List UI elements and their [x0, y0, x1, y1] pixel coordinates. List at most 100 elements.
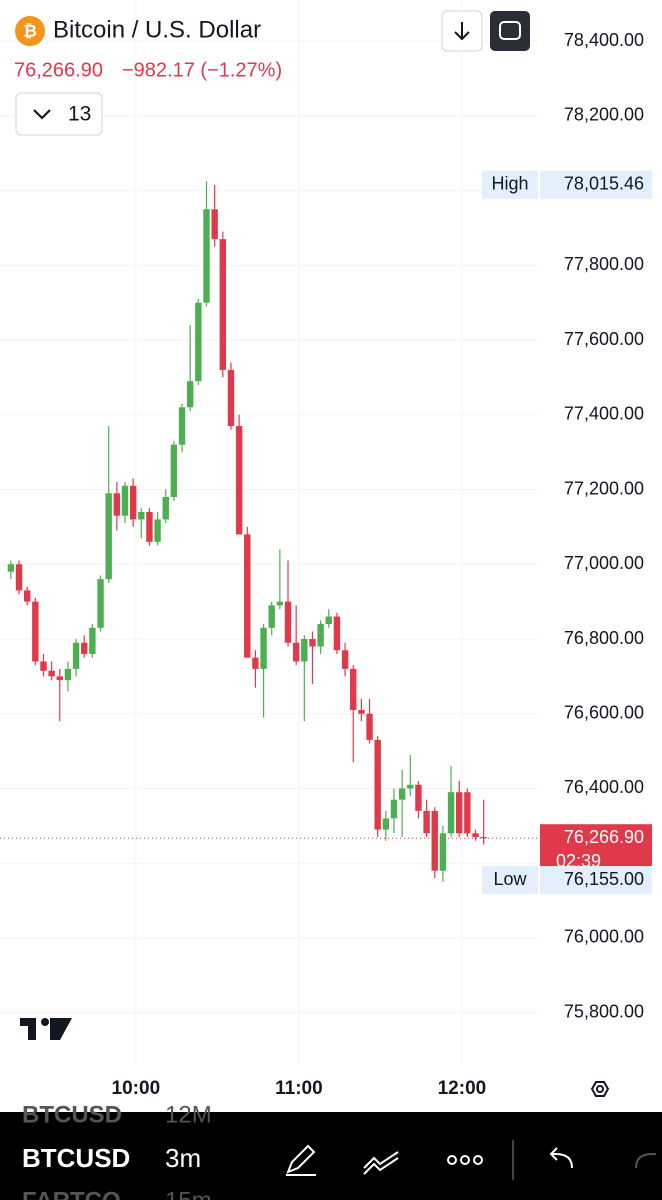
candle-body	[423, 810, 430, 834]
next-interval[interactable]: 15m	[165, 1187, 212, 1200]
download-icon	[454, 22, 470, 41]
fullscreen-button[interactable]	[490, 11, 530, 51]
candle-body	[64, 668, 72, 681]
candle-body	[138, 511, 145, 520]
candle-body	[227, 369, 235, 426]
last-price-label: 76,266.90	[564, 827, 644, 847]
prev-interval[interactable]: 12M	[165, 1101, 212, 1128]
settings-icon	[596, 1085, 604, 1093]
candle-body	[219, 239, 227, 370]
y-tick-label: 76,000.00	[564, 927, 644, 947]
candle-body	[154, 519, 161, 542]
marker-value: 76,155.00	[564, 869, 644, 889]
candle-body	[105, 493, 112, 580]
x-tick-label: 10:00	[112, 1078, 161, 1099]
fullscreen-icon	[499, 21, 521, 40]
candle-body	[260, 627, 267, 669]
candle-body	[187, 381, 194, 408]
logo-dot	[41, 1018, 49, 1026]
marker-label: High	[491, 174, 528, 194]
y-tick-label: 76,400.00	[564, 777, 644, 797]
draw-button[interactable]	[286, 1144, 316, 1176]
price: 76,266.90	[14, 59, 103, 81]
y-tick-label: 77,600.00	[564, 329, 644, 349]
more-button[interactable]	[447, 1155, 483, 1165]
candle-body	[7, 564, 15, 572]
candle-body	[439, 833, 447, 871]
redo-button[interactable]	[635, 1153, 656, 1169]
candle-body	[162, 497, 169, 520]
marker-tag	[482, 866, 652, 895]
candle-body	[40, 661, 47, 671]
candle-body	[56, 676, 63, 681]
candle-body	[89, 627, 96, 654]
y-tick-label: 77,200.00	[564, 478, 644, 498]
candle-body	[415, 784, 422, 811]
candle-body	[211, 209, 218, 240]
settings-button[interactable]	[590, 1081, 610, 1097]
candle-body	[113, 493, 121, 516]
current-interval[interactable]: 3m	[165, 1143, 201, 1173]
prev-symbol[interactable]: BTCUSD	[22, 1101, 122, 1128]
candle-body	[309, 639, 316, 647]
candle-body	[301, 639, 308, 662]
indicator-count: 13	[68, 103, 91, 126]
logo	[20, 1018, 72, 1040]
y-tick-label: 76,600.00	[564, 702, 644, 722]
candle-body	[244, 534, 251, 658]
current-symbol[interactable]: BTCUSD	[22, 1143, 130, 1173]
candle-body	[472, 833, 479, 838]
candle-body	[81, 642, 88, 654]
symbol-title[interactable]: Bitcoin / U.S. Dollar	[53, 16, 261, 43]
y-tick-label: 78,400.00	[564, 30, 644, 50]
candle-body	[146, 511, 153, 542]
candle-body	[252, 657, 259, 669]
candle-body	[325, 616, 332, 625]
candle-body	[195, 302, 202, 382]
candle-body	[350, 668, 357, 710]
candle-body	[23, 590, 31, 602]
candle-body	[97, 579, 104, 628]
marker-tag	[482, 170, 652, 199]
candle-body	[268, 605, 275, 628]
y-tick-label: 76,800.00	[564, 628, 644, 648]
candle-body	[15, 564, 23, 591]
y-tick-label: 77,000.00	[564, 553, 644, 573]
next-symbol[interactable]: FARTCO	[22, 1187, 121, 1200]
countdown: 02:39	[556, 851, 601, 871]
candle-body	[32, 601, 39, 662]
candle-body	[431, 810, 438, 871]
candle-body	[121, 485, 129, 516]
coin-glyph: ₿	[23, 21, 37, 40]
candle-body	[292, 642, 300, 662]
candle-body	[333, 616, 341, 651]
compare-button[interactable]	[363, 1151, 399, 1175]
candle-body	[407, 784, 414, 789]
candle-body	[398, 788, 406, 800]
candle-body	[178, 407, 186, 445]
candle-body	[366, 713, 373, 740]
candle-body	[48, 670, 55, 677]
undo-button[interactable]	[549, 1147, 573, 1169]
candle-body	[129, 485, 137, 520]
candle-body	[235, 426, 243, 535]
chevron	[33, 109, 51, 120]
y-tick-label: 75,800.00	[564, 1001, 644, 1021]
marker-label: Low	[493, 869, 527, 889]
candle-body	[382, 818, 390, 830]
y-tick-label: 78,200.00	[564, 105, 644, 125]
x-tick-label: 11:00	[275, 1078, 323, 1099]
candle-body	[390, 799, 398, 819]
candle-body	[203, 209, 210, 303]
candle-body	[170, 444, 178, 497]
candle-body	[72, 642, 80, 669]
plot: 75,800.0076,000.0076,200.0076,400.0076,6…	[0, 0, 652, 1099]
indicators-toggle[interactable]	[15, 92, 103, 136]
candle-body	[456, 792, 463, 834]
candle-body	[284, 601, 292, 643]
candle-body	[341, 650, 349, 669]
candle-body	[317, 624, 324, 647]
